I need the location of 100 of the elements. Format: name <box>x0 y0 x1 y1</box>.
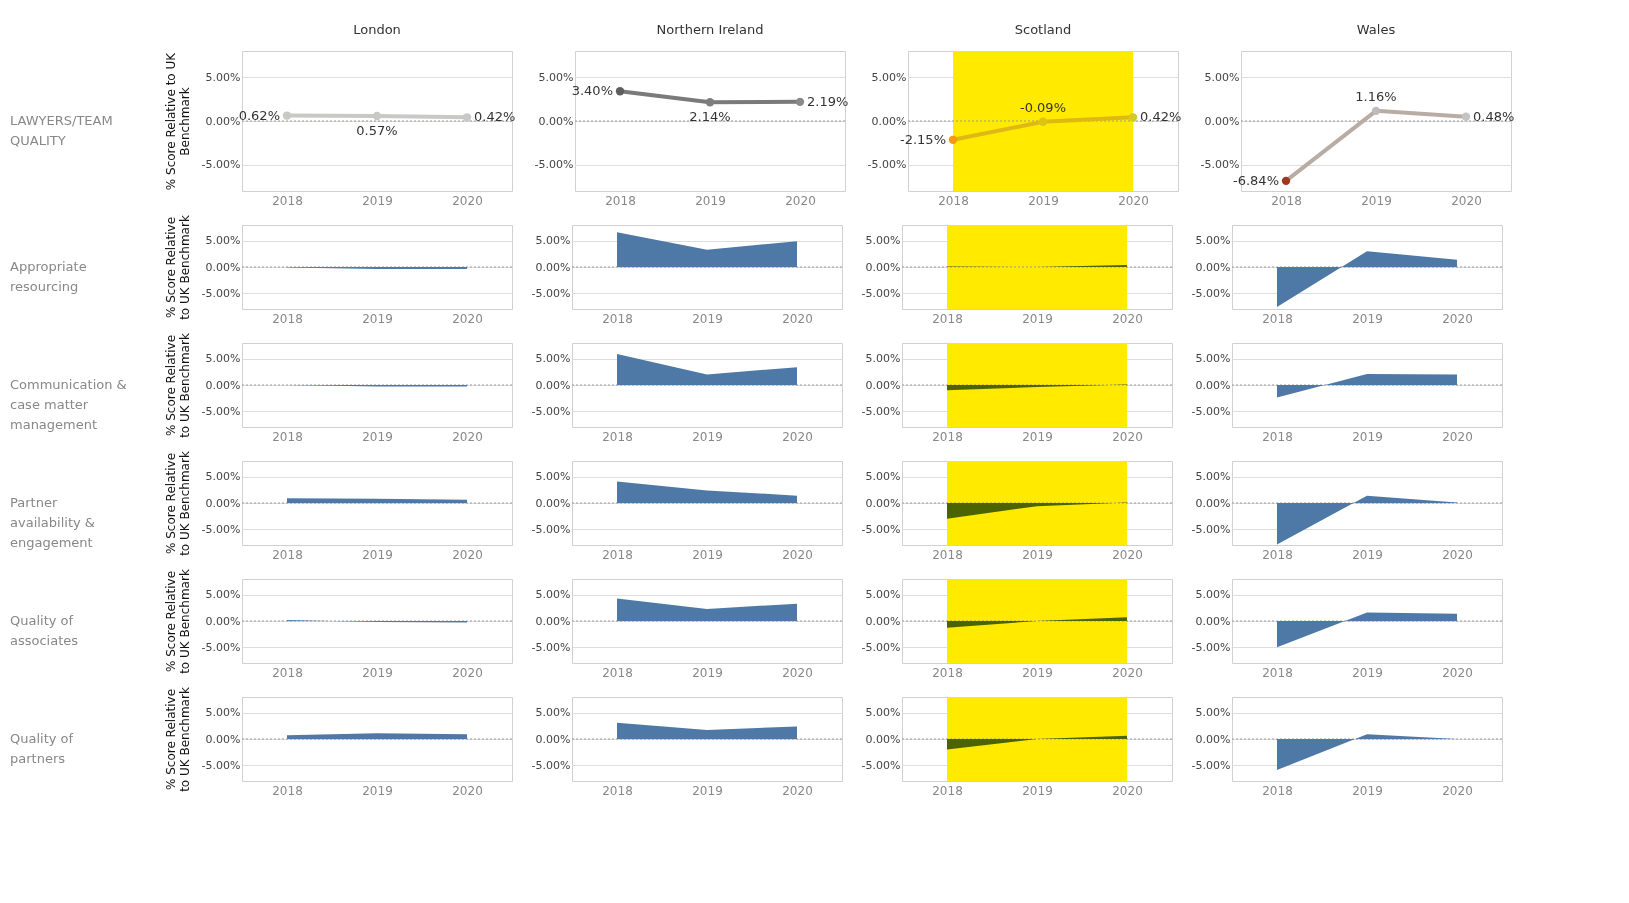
data-label: 2.14% <box>689 109 731 125</box>
x-tick-label: 2018 <box>1262 429 1293 444</box>
y-tick-label: -5.00% <box>1191 286 1231 300</box>
x-tick-label: 2019 <box>1022 311 1053 326</box>
y-tick-label: 0.00% <box>865 378 901 392</box>
x-tick-label: 2020 <box>452 429 483 444</box>
text: Appropriate resourcing <box>10 259 87 294</box>
x-tick-label: 2018 <box>272 783 303 798</box>
y-tick-label: -5.00% <box>1191 640 1231 654</box>
y-tick-label: 5.00% <box>1195 588 1231 602</box>
y-tick-label: -5.00% <box>531 758 571 772</box>
x-tick-label: 2019 <box>1361 193 1392 208</box>
y-tick-label: 5.00% <box>1195 352 1231 366</box>
point <box>1038 117 1048 126</box>
point <box>615 87 625 96</box>
x-tick-label: 2020 <box>452 783 483 798</box>
y-tick-label: -5.00% <box>861 758 901 772</box>
x-tick-label: 2018 <box>272 665 303 680</box>
text: Quality of associates <box>10 613 79 648</box>
x-tick-label: 2018 <box>602 665 633 680</box>
y-tick-label: -5.00% <box>201 758 241 772</box>
x-tick-label: 2020 <box>452 193 483 208</box>
y-tick-label: 5.00% <box>1195 470 1231 484</box>
x-tick-label: 2020 <box>1442 547 1473 562</box>
y-tick-label: -5.00% <box>861 522 901 536</box>
x-tick-label: 2019 <box>362 547 393 562</box>
text: Quality of partners <box>10 731 74 766</box>
y-tick-label: 5.00% <box>535 352 571 366</box>
y-tick-label: 0.00% <box>865 614 901 628</box>
text: Partner availability & engagement <box>10 495 95 550</box>
x-tick-label: 2018 <box>1262 311 1293 326</box>
point <box>795 97 805 107</box>
y-tick-label: 0.00% <box>1195 496 1231 510</box>
y-tick-label: 5.00% <box>865 234 901 248</box>
x-tick-label: 2019 <box>692 783 723 798</box>
y-tick-label: 5.00% <box>865 352 901 366</box>
point <box>1461 112 1471 121</box>
x-tick-label: 2018 <box>602 311 633 326</box>
x-tick-label: 2018 <box>932 783 963 798</box>
x-tick-label: 2018 <box>272 429 303 444</box>
y-tick-label: 0.00% <box>865 260 901 274</box>
y-tick-label: 0.00% <box>205 614 241 628</box>
y-tick-label: 0.00% <box>1195 732 1231 746</box>
y-tick-label: -5.00% <box>534 158 574 172</box>
x-tick-label: 2018 <box>932 429 963 444</box>
y-axis-title: % Score Relative to UK Benchmark <box>163 451 192 556</box>
y-tick-label: -5.00% <box>201 404 241 418</box>
y-tick-label: 0.00% <box>538 114 574 128</box>
y-axis-title: % Score Relative to UK Benchmark <box>163 569 192 674</box>
data-label: -2.15% <box>900 131 946 147</box>
y-tick-label: -5.00% <box>1191 522 1231 536</box>
x-tick-label: 2019 <box>362 311 393 326</box>
x-tick-label: 2019 <box>692 547 723 562</box>
x-tick-label: 2019 <box>362 193 393 208</box>
y-tick-label: 5.00% <box>205 706 241 720</box>
data-label: 1.16% <box>1355 88 1397 104</box>
x-tick-label: 2018 <box>1262 665 1293 680</box>
y-tick-label: -5.00% <box>201 522 241 536</box>
x-tick-label: 2020 <box>1442 429 1473 444</box>
x-tick-label: 2018 <box>272 547 303 562</box>
data-label: 3.40% <box>571 83 613 99</box>
y-tick-label: 0.00% <box>535 614 571 628</box>
x-tick-label: 2020 <box>452 665 483 680</box>
y-tick-label: 0.00% <box>205 378 241 392</box>
y-tick-label: 5.00% <box>205 234 241 248</box>
point <box>948 135 958 144</box>
y-tick-label: 0.00% <box>1195 260 1231 274</box>
y-tick-label: 0.00% <box>535 496 571 510</box>
x-tick-label: 2020 <box>452 311 483 326</box>
y-tick-label: 0.00% <box>535 260 571 274</box>
x-tick-label: 2019 <box>692 429 723 444</box>
data-label: 0.48% <box>1473 108 1515 124</box>
y-tick-label: -5.00% <box>531 404 571 418</box>
x-tick-label: 2019 <box>1352 311 1383 326</box>
y-axis-title: % Score Relative to UK Benchmark <box>163 687 192 792</box>
x-tick-label: 2018 <box>932 665 963 680</box>
y-tick-label: 0.00% <box>1204 114 1240 128</box>
data-label: -6.84% <box>1233 172 1279 188</box>
point <box>1128 113 1138 122</box>
x-tick-label: 2019 <box>1352 547 1383 562</box>
y-tick-label: 5.00% <box>205 352 241 366</box>
data-label: 2.19% <box>807 93 849 109</box>
y-tick-label: 0.00% <box>865 496 901 510</box>
x-tick-label: 2019 <box>1352 665 1383 680</box>
chart-title: Scotland <box>1014 22 1072 37</box>
point <box>1371 106 1381 116</box>
x-tick-label: 2019 <box>362 665 393 680</box>
y-tick-label: -5.00% <box>531 286 571 300</box>
y-tick-label: 5.00% <box>865 706 901 720</box>
y-tick-label: 5.00% <box>535 706 571 720</box>
y-tick-label: 0.00% <box>535 378 571 392</box>
y-tick-label: 5.00% <box>1195 234 1231 248</box>
x-tick-label: 2020 <box>782 665 813 680</box>
x-tick-label: 2018 <box>932 311 963 326</box>
x-tick-label: 2019 <box>1022 429 1053 444</box>
y-tick-label: 5.00% <box>535 588 571 602</box>
y-tick-label: 0.00% <box>865 732 901 746</box>
y-tick-label: 5.00% <box>865 588 901 602</box>
y-tick-label: 5.00% <box>871 70 907 84</box>
x-tick-label: 2020 <box>452 547 483 562</box>
